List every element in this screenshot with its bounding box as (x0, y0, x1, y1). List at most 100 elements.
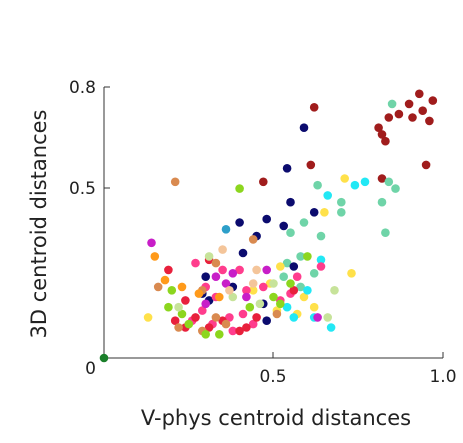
scatter-point (211, 258, 221, 268)
x-axis-title: V-phys centroid distances (141, 406, 411, 430)
scatter-point (286, 228, 295, 237)
scatter-point (181, 296, 190, 305)
scatter-point (262, 316, 272, 326)
scatter-point (147, 238, 156, 248)
scatter-point (164, 302, 173, 312)
scatter-point (330, 286, 339, 295)
scatter-point (282, 258, 292, 268)
scatter-point (428, 96, 438, 105)
scatter-point (303, 286, 312, 295)
scatter-point (377, 197, 387, 207)
scatter-point (259, 282, 268, 292)
scatter-point (394, 109, 404, 119)
scatter-point (282, 164, 292, 173)
scatter-point (259, 177, 268, 187)
scatter-point (316, 255, 326, 265)
scatter-point (381, 136, 390, 146)
scatter-point (242, 292, 251, 302)
scatter-point (404, 99, 414, 109)
scatter-point (177, 282, 187, 292)
scatter-point (153, 282, 163, 292)
scatter-point (167, 286, 177, 295)
scatter-point (269, 292, 278, 302)
x-tick-label-0.5: 0.5 (259, 367, 286, 387)
scatter-point (289, 262, 299, 271)
scatter-point (292, 272, 302, 282)
scatter-point (235, 326, 244, 336)
scatter-point (191, 313, 200, 322)
scatter-point (221, 319, 231, 329)
scatter-point (323, 313, 333, 322)
scatter-point (377, 130, 387, 139)
scatter-point (228, 269, 238, 278)
scatter-point (282, 302, 292, 312)
scatter-point (248, 235, 258, 244)
scatter-point (306, 160, 316, 170)
scatter-point (316, 231, 326, 241)
scatter-point (170, 316, 180, 326)
scatter-point (391, 184, 400, 193)
scatter-point (384, 113, 394, 122)
scatter-point (289, 313, 299, 322)
scatter-point (309, 269, 319, 278)
scatter-point (228, 326, 238, 336)
scatter-point (276, 262, 285, 271)
scatter-point (99, 353, 109, 363)
scatter-point (269, 279, 278, 288)
scatter-point (248, 286, 258, 295)
scatter-point (245, 302, 255, 312)
scatter-point (296, 252, 305, 261)
scatter-point (309, 208, 319, 217)
scatter-point (160, 275, 170, 285)
scatter-point (194, 289, 204, 298)
scatter-point (387, 99, 397, 109)
scatter-point (421, 160, 431, 170)
scatter-point (347, 269, 356, 278)
scatter-point (360, 177, 370, 187)
scatter-point (191, 258, 200, 268)
scatter-point (218, 245, 227, 254)
scatter-point (272, 309, 282, 319)
scatter-point (164, 265, 173, 275)
scatter-point (235, 265, 244, 275)
scatter-point (286, 279, 295, 288)
scatter-point (150, 252, 160, 261)
scatter-point (337, 208, 346, 217)
scatter-point (381, 228, 390, 237)
scatter-point (276, 299, 285, 309)
scatter-point (303, 252, 312, 261)
scatter-point (248, 279, 258, 288)
scatter-point (309, 302, 319, 312)
scatter-point (238, 248, 248, 258)
scatter-point (242, 286, 251, 295)
scatter-point (418, 106, 428, 115)
scatter-point (221, 225, 231, 234)
scatter-point (299, 292, 309, 302)
scatter-point (211, 313, 221, 322)
y-axis-title: 3D centroid distances (27, 109, 51, 338)
scatter-point (211, 272, 221, 282)
scatter-point (215, 330, 224, 339)
scatter-point (313, 180, 322, 190)
x-tick-label-1.0: 1.0 (429, 367, 456, 387)
scatter-point (215, 292, 224, 302)
scatter-point (235, 184, 244, 193)
scatter-point (316, 262, 326, 271)
scatter-point (350, 180, 360, 190)
scatter-point (252, 265, 261, 275)
scatter-point (204, 323, 214, 332)
scatter-point (201, 330, 210, 339)
scatter-point (170, 177, 180, 187)
scatter-point (313, 313, 322, 322)
scatter-point (201, 272, 210, 282)
scatter-point (198, 306, 207, 315)
scatter-point (225, 286, 234, 295)
y-tick-label-0.5: 0.5 (69, 179, 96, 199)
scatter-point (296, 282, 305, 292)
scatter-point (255, 299, 265, 309)
scatter-point (286, 197, 295, 207)
scatter-points (99, 89, 438, 363)
scatter-point (174, 323, 183, 332)
scatter-point (340, 174, 350, 183)
scatter-point (235, 218, 244, 227)
